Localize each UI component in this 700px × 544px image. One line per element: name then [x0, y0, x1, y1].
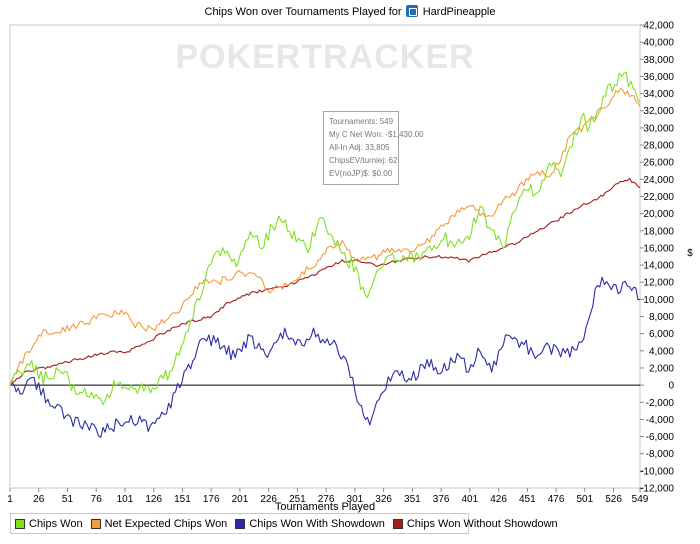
- y-tick-label: 10,000: [643, 295, 674, 306]
- chart-title-text: Chips Won over Tournaments Played for: [204, 6, 402, 18]
- x-tick-label: 126: [145, 494, 162, 505]
- legend-label: Chips Won Without Showdown: [406, 517, 558, 530]
- y-tick-label: 8,000: [649, 312, 674, 323]
- tooltip-ev-nojp: EV(noJP)$: $0.00: [329, 169, 393, 178]
- x-tick-label: 101: [117, 494, 134, 505]
- x-tick-label: 426: [490, 494, 507, 505]
- y-tick-label: -12,000: [640, 484, 674, 495]
- legend-swatch: [235, 518, 246, 529]
- y-tick-label: 6,000: [649, 329, 674, 340]
- x-tick-label: 501: [576, 494, 593, 505]
- y-tick-label: 18,000: [643, 226, 674, 237]
- x-tick-label: 549: [632, 494, 649, 505]
- legend-label: Net Expected Chips Won: [104, 517, 228, 530]
- x-tick-label: 201: [232, 494, 249, 505]
- y-tick-label: 40,000: [643, 38, 674, 49]
- y-tick-label: -8,000: [646, 449, 675, 460]
- series-line-net-expected-chips-won: [9, 87, 641, 386]
- series-line-chips-won-without-showdown: [9, 177, 641, 386]
- legend-item[interactable]: Chips Won Without Showdown: [392, 517, 558, 530]
- x-tick-label: 76: [91, 494, 103, 505]
- y-tick-label: -2,000: [646, 398, 675, 409]
- x-tick-label: 401: [462, 494, 479, 505]
- tooltip-tournaments: Tournaments: 549: [329, 117, 394, 126]
- y-tick-label: -10,000: [640, 466, 674, 477]
- x-tick-label: 226: [260, 494, 277, 505]
- y-tick-label: 34,000: [643, 89, 674, 100]
- legend-item[interactable]: Net Expected Chips Won: [90, 517, 228, 530]
- y-tick-label: 14,000: [643, 261, 674, 272]
- player-name: HardPineapple: [422, 6, 496, 18]
- y-tick-label: 16,000: [643, 243, 674, 254]
- legend-label: Chips Won: [29, 517, 83, 530]
- y-tick-label: 28,000: [643, 141, 674, 152]
- y-axis-label: $: [687, 248, 693, 259]
- y-tick-label: 26,000: [643, 158, 674, 169]
- y-tick-label: 32,000: [643, 106, 674, 117]
- y-tick-label: 2,000: [649, 363, 674, 374]
- y-tick-label: 12,000: [643, 278, 674, 289]
- chart-title: Chips Won over Tournaments Played for Ha…: [0, 5, 700, 19]
- y-tick-label: 30,000: [643, 123, 674, 134]
- x-tick-label: 176: [203, 494, 220, 505]
- y-tick-label: 22,000: [643, 192, 674, 203]
- stats-tooltip: Tournaments: 549 My C Net Won: -$1,430.0…: [323, 111, 424, 185]
- y-tick-label: 4,000: [649, 346, 674, 357]
- x-tick-label: 476: [548, 494, 565, 505]
- tooltip-allin-adj: All-In Adj: 33,805: [329, 143, 390, 152]
- x-tick-label: 301: [347, 494, 364, 505]
- x-tick-label: 526: [605, 494, 622, 505]
- x-tick-label: 1: [7, 494, 13, 505]
- x-tick-label: 251: [289, 494, 306, 505]
- series-line-chips-won-with-showdown: [9, 276, 641, 438]
- y-tick-label: 24,000: [643, 175, 674, 186]
- y-tick-label: 42,000: [643, 21, 674, 32]
- y-tick-label: 36,000: [643, 72, 674, 83]
- plot-area: [9, 24, 641, 489]
- x-tick-label: 151: [174, 494, 191, 505]
- x-tick-label: 276: [318, 494, 335, 505]
- x-tick-label: 326: [375, 494, 392, 505]
- y-tick-label: 20,000: [643, 209, 674, 220]
- legend-swatch: [15, 518, 25, 529]
- watermark: POKERTRACKER: [175, 38, 474, 76]
- y-tick-label: 38,000: [643, 55, 674, 66]
- legend-item[interactable]: Chips Won With Showdown: [235, 518, 385, 530]
- y-tick-label: 0: [668, 381, 674, 392]
- tooltip-net-won: My C Net Won: -$1,430.00: [329, 130, 424, 139]
- series-line-chips-won: [9, 71, 641, 406]
- y-tick-label: -4,000: [646, 415, 675, 426]
- x-tick-label: 451: [519, 494, 536, 505]
- legend-label: Chips Won With Showdown: [249, 517, 385, 530]
- x-axis-label: Tournaments Played: [275, 501, 375, 513]
- chart-legend: Chips Won Net Expected Chips Won Chips Won…: [10, 513, 558, 534]
- player-site-icon: [405, 5, 418, 17]
- x-tick-label: 51: [62, 494, 74, 505]
- legend-swatch: [90, 518, 101, 529]
- tooltip-chips-ev: ChipsEV/turniej: 62: [329, 156, 398, 165]
- x-tick-label: 351: [404, 494, 421, 505]
- x-tick-label: 376: [433, 494, 450, 505]
- legend-swatch: [392, 518, 403, 529]
- x-tick-label: 26: [33, 494, 45, 505]
- legend-item[interactable]: Chips Won: [15, 518, 83, 530]
- y-tick-label: -6,000: [646, 432, 675, 443]
